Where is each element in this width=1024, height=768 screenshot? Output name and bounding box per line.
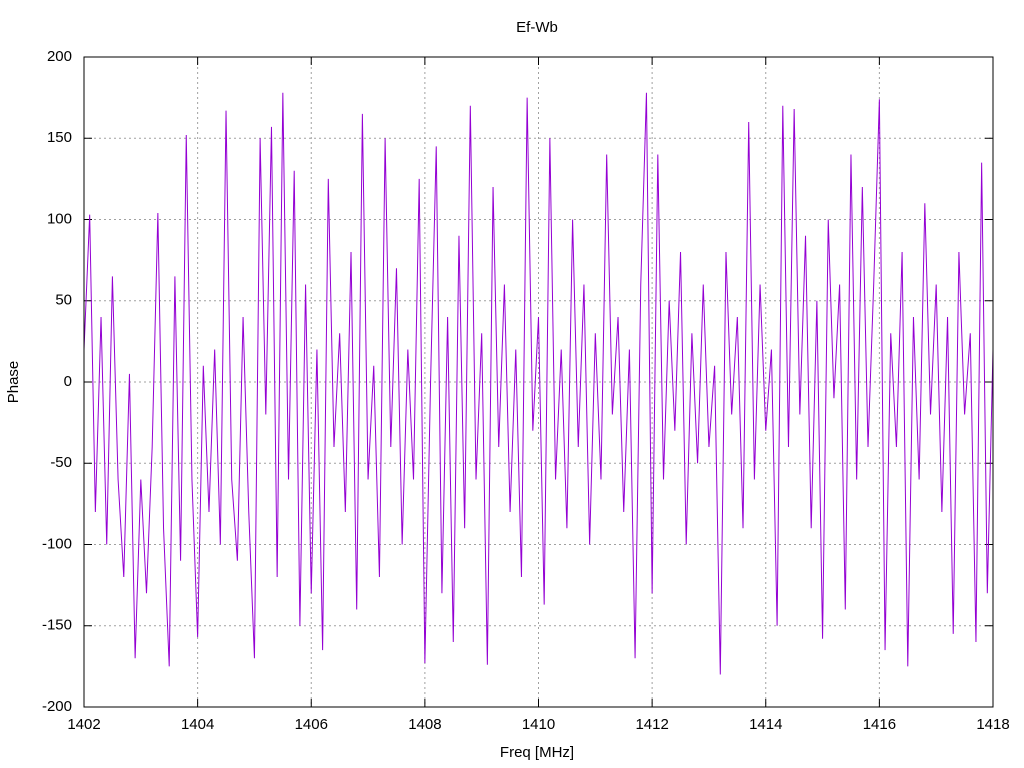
x-axis-label: Freq [MHz] [500, 744, 574, 761]
data-line [83, 92, 994, 675]
x-tick-label: 1406 [295, 716, 328, 733]
x-tick-label: 1410 [522, 716, 555, 733]
y-tick-label: -100 [42, 535, 72, 552]
x-tick-label: 1414 [749, 716, 782, 733]
y-tick-label: 0 [64, 373, 72, 390]
x-tick-label: 1404 [181, 716, 214, 733]
x-tick-label: 1412 [635, 716, 668, 733]
y-tick-label: 50 [55, 292, 72, 309]
x-tick-label: 1416 [863, 716, 896, 733]
x-tick-label: 1402 [67, 716, 100, 733]
chart-title: Ef-Wb [516, 19, 558, 36]
x-tick-label: 1408 [408, 716, 441, 733]
y-axis-label: Phase [5, 361, 22, 404]
y-tick-label: 150 [47, 129, 72, 146]
plot-border [83, 56, 994, 708]
y-tick-label: -50 [50, 454, 72, 471]
x-tick-label: 1418 [976, 716, 1009, 733]
y-tick-label: -150 [42, 617, 72, 634]
y-tick-label: 100 [47, 210, 72, 227]
y-tick-label: 200 [47, 48, 72, 65]
y-tick-label: -200 [42, 698, 72, 715]
